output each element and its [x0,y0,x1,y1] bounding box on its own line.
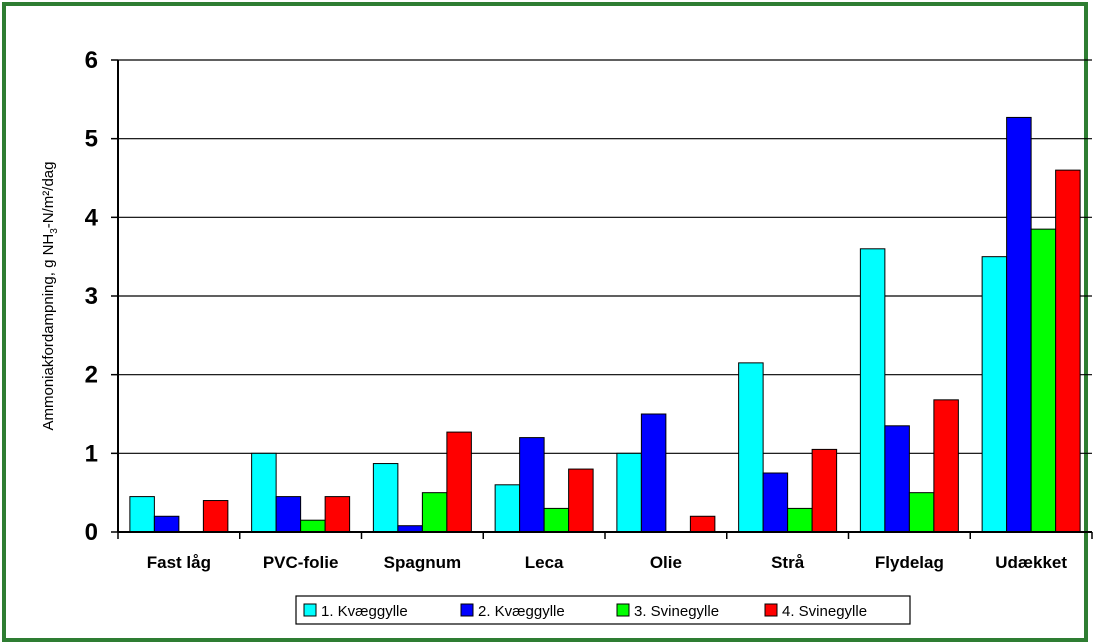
bar [202,500,229,533]
bar [129,496,155,533]
y-tick-label: 2 [85,362,98,389]
bar [762,472,789,533]
bar [1006,116,1032,533]
bar [251,452,277,533]
y-tick-label: 6 [85,47,98,74]
x-tick-label: Flydelag [875,553,944,572]
y-axis-label-tail: -N/m²/dag [40,161,57,228]
bar [543,507,570,533]
y-tick-label: 5 [85,126,98,153]
axes [117,60,1092,533]
bar [908,492,935,533]
legend-entry: 4. Svinegylle [782,603,867,620]
legend-entry: 2. Kvæggylle [478,603,565,620]
legend-swatch [616,603,630,617]
bar [446,431,472,533]
y-axis-label: Ammoniakfordampning, g NH3-N/m²/dag [40,161,60,430]
legend-box [295,595,911,625]
bar [859,248,886,533]
bar [494,484,521,533]
bar [1055,169,1081,533]
x-tick-label: PVC-folie [263,553,339,572]
bar [568,468,594,533]
bar [372,463,399,533]
y-axis-label-main: Ammoniakfordampning, g NH [40,234,57,431]
bar [981,256,1008,533]
bar [153,515,180,533]
bar [616,452,642,533]
x-tick-label: Leca [525,553,564,572]
x-tick-label: Olie [650,553,682,572]
x-tick-labels: Fast låg PVC-folie Spagnum Leca Olie Strå Flyd… [147,553,1068,572]
bar [519,437,545,533]
x-tick-label: Udækket [995,553,1067,572]
bar [787,507,813,533]
bar [324,496,351,533]
legend: 1. Kvæggylle 2. Kvæggylle 3. Svinegylle 4. … [295,595,911,625]
bar [275,496,302,533]
bar [811,448,838,533]
y-tick-label: 0 [85,519,98,546]
y-tick-label: 4 [85,204,99,231]
bars [129,116,1081,533]
legend-swatch [303,603,317,617]
bar [689,515,716,533]
legend-swatch [460,603,474,617]
bar [640,413,667,533]
bar [738,362,764,533]
bar [933,399,959,533]
bar [300,519,326,533]
y-axis-label-sub: 3 [49,228,60,234]
bar [884,425,910,533]
legend-swatch [764,603,778,617]
y-tick-label: 1 [85,440,98,467]
x-tick-label: Strå [771,553,805,572]
bar [421,492,448,533]
x-tick-label: Spagnum [384,553,461,572]
y-tick-label: 3 [85,283,98,310]
bar [1030,228,1057,533]
legend-entry: 1. Kvæggylle [321,603,408,620]
legend-entry: 3. Svinegylle [634,603,719,620]
y-tick-labels: 0 1 2 3 4 5 6 [85,47,99,546]
x-tick-label: Fast låg [147,553,211,572]
gridlines [111,59,1093,539]
